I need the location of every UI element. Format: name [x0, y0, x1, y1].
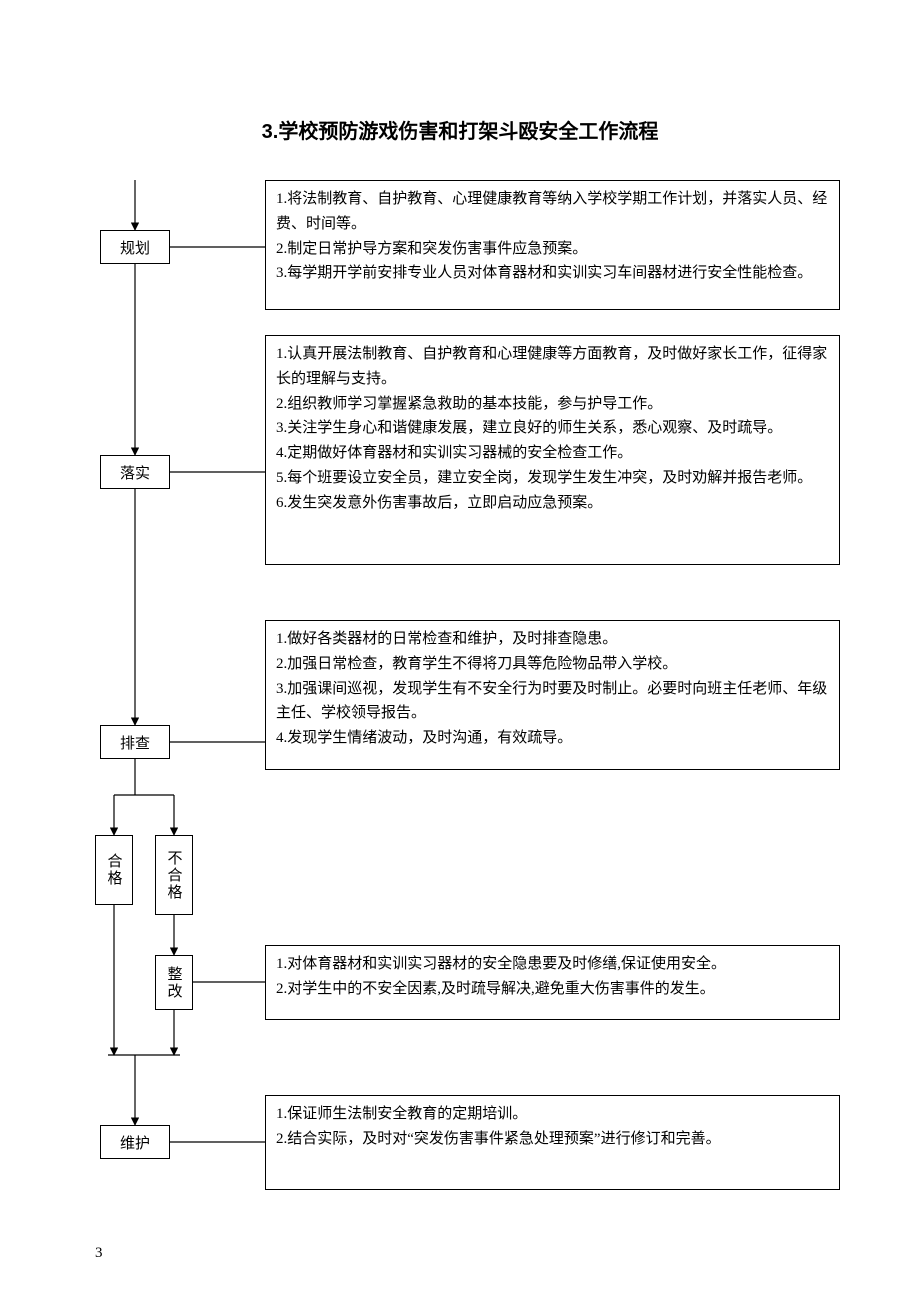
desc-item: 2.加强日常检查，教育学生不得将刀具等危险物品带入学校。 — [276, 652, 829, 677]
desc-rectify: 1.对体育器材和实训实习器材的安全隐患要及时修缮,保证使用安全。2.对学生中的不… — [265, 945, 840, 1020]
node-rectify: 整改 — [155, 955, 193, 1010]
desc-item: 1.做好各类器材的日常检查和维护，及时排查隐患。 — [276, 627, 829, 652]
desc-maintain: 1.保证师生法制安全教育的定期培训。2.结合实际，及时对“突发伤害事件紧急处理预… — [265, 1095, 840, 1190]
desc-plan: 1.将法制教育、自护教育、心理健康教育等纳入学校学期工作计划，并落实人员、经费、… — [265, 180, 840, 310]
node-impl: 落实 — [100, 455, 170, 489]
page-number: 3 — [95, 1245, 103, 1262]
desc-item: 5.每个班要设立安全员，建立安全岗，发现学生发生冲突，及时劝解并报告老师。 — [276, 466, 829, 491]
desc-check: 1.做好各类器材的日常检查和维护，及时排查隐患。2.加强日常检查，教育学生不得将… — [265, 620, 840, 770]
desc-item: 1.认真开展法制教育、自护教育和心理健康等方面教育，及时做好家长工作，征得家长的… — [276, 342, 829, 392]
desc-impl: 1.认真开展法制教育、自护教育和心理健康等方面教育，及时做好家长工作，征得家长的… — [265, 335, 840, 565]
desc-item: 3.加强课间巡视，发现学生有不安全行为时要及时制止。必要时向班主任老师、年级主任… — [276, 677, 829, 727]
desc-item: 4.发现学生情绪波动，及时沟通，有效疏导。 — [276, 726, 829, 751]
node-check: 排查 — [100, 725, 170, 759]
page-title: 3.学校预防游戏伤害和打架斗殴安全工作流程 — [0, 115, 920, 144]
desc-item: 3.关注学生身心和谐健康发展，建立良好的师生关系，悉心观察、及时疏导。 — [276, 416, 829, 441]
page: 3.学校预防游戏伤害和打架斗殴安全工作流程 规划 落实 排查 合格 不合格 整改… — [0, 0, 920, 1302]
desc-item: 4.定期做好体育器材和实训实习器械的安全检查工作。 — [276, 441, 829, 466]
desc-item: 2.制定日常护导方案和突发伤害事件应急预案。 — [276, 237, 829, 262]
desc-item: 2.结合实际，及时对“突发伤害事件紧急处理预案”进行修订和完善。 — [276, 1127, 829, 1152]
desc-item: 2.对学生中的不安全因素,及时疏导解决,避免重大伤害事件的发生。 — [276, 977, 829, 1002]
desc-item: 2.组织教师学习掌握紧急救助的基本技能，参与护导工作。 — [276, 392, 829, 417]
desc-item: 1.对体育器材和实训实习器材的安全隐患要及时修缮,保证使用安全。 — [276, 952, 829, 977]
desc-item: 1.保证师生法制安全教育的定期培训。 — [276, 1102, 829, 1127]
desc-item: 3.每学期开学前安排专业人员对体育器材和实训实习车间器材进行安全性能检查。 — [276, 261, 829, 286]
desc-item: 6.发生突发意外伤害事故后，立即启动应急预案。 — [276, 491, 829, 516]
node-fail: 不合格 — [155, 835, 193, 915]
desc-item: 1.将法制教育、自护教育、心理健康教育等纳入学校学期工作计划，并落实人员、经费、… — [276, 187, 829, 237]
node-pass: 合格 — [95, 835, 133, 905]
node-plan: 规划 — [100, 230, 170, 264]
node-maintain: 维护 — [100, 1125, 170, 1159]
